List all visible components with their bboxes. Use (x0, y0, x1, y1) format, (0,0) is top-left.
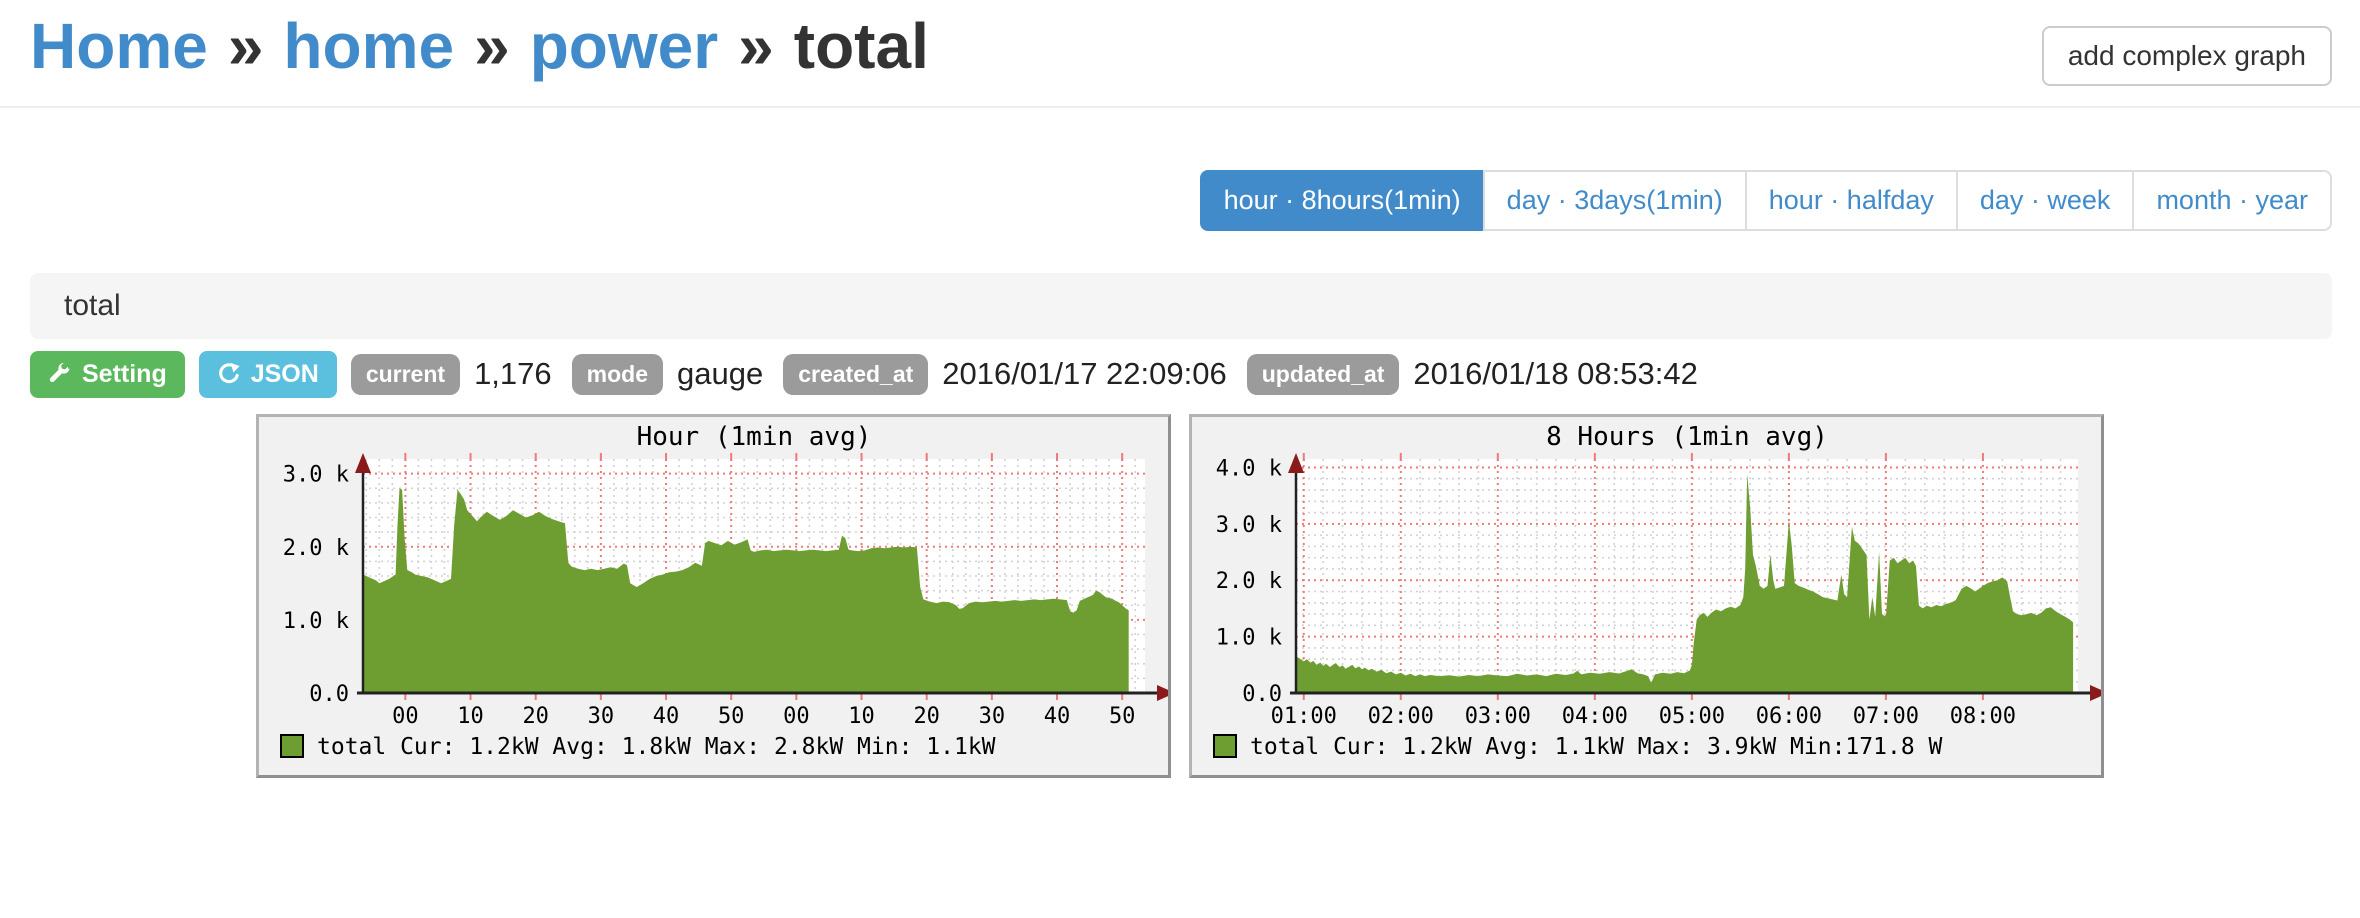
x-axis-tick-label: 40 (1044, 704, 1071, 729)
x-axis-arrow (2090, 684, 2101, 701)
breadcrumb-separator: » (474, 10, 510, 82)
x-axis-tick-label: 03:00 (1465, 704, 1531, 729)
json-button[interactable]: JSON (198, 350, 337, 398)
y-axis-tick-label: 0.0 (1242, 682, 1282, 707)
created-at-value: 2016/01/17 22:09:06 (942, 356, 1227, 392)
x-axis-tick-label: 07:00 (1853, 704, 1919, 729)
y-axis-tick-label: 2.0 k (283, 535, 349, 560)
x-axis-tick-label: 50 (1109, 704, 1136, 729)
legend-swatch-total (1213, 733, 1237, 758)
graph-canvas: Hour (1min avg) 0.0 1.0 k 2.0 k 3.0 k 00 10 20 3… (280, 422, 1168, 760)
legend-stats-text: total Cur: 1.2kW Avg: 1.8kW Max: 2.8kW M… (317, 734, 996, 760)
json-button-label: JSON (250, 359, 319, 388)
wrench-icon (48, 362, 72, 386)
y-axis-tick-label: 0.0 (309, 682, 349, 707)
x-axis-tick-label: 20 (913, 704, 940, 729)
setting-button-label: Setting (82, 359, 167, 388)
x-axis-tick-label: 01:00 (1271, 704, 1337, 729)
breadcrumb-separator: » (738, 10, 774, 82)
legend-swatch-total (280, 733, 304, 758)
breadcrumb-link-section[interactable]: power (529, 10, 719, 82)
x-axis-tick-label: 40 (653, 704, 680, 729)
add-complex-graph-button[interactable]: add complex graph (2041, 26, 2332, 86)
x-axis-tick-label: 10 (457, 704, 484, 729)
x-axis-tick-label: 05:00 (1659, 704, 1725, 729)
x-axis-tick-label: 10 (848, 704, 875, 729)
x-axis-tick-label: 50 (718, 704, 745, 729)
y-axis-tick-label: 1.0 k (283, 608, 349, 633)
x-axis-tick-label: 30 (979, 704, 1006, 729)
tab-month-year[interactable]: month · year (2132, 169, 2332, 231)
x-axis-tick-label: 30 (588, 704, 615, 729)
y-axis-tick-label: 3.0 k (1216, 512, 1282, 537)
mode-value: gauge (676, 356, 764, 392)
graph-section-title: total (64, 288, 121, 322)
x-axis-tick-label: 04:00 (1562, 704, 1628, 729)
created-at-badge: created_at (783, 353, 929, 395)
y-axis-arrow (355, 452, 371, 473)
y-axis-tick-label: 3.0 k (283, 462, 349, 487)
y-axis-tick-label: 2.0 k (1216, 569, 1282, 594)
series-area-total (363, 487, 1129, 693)
graph-section-header: total (30, 272, 2332, 339)
x-axis-tick-label: 20 (522, 704, 549, 729)
x-axis-arrow (1157, 684, 1168, 701)
y-axis-tick-label: 1.0 k (1216, 625, 1282, 650)
breadcrumb-link-home[interactable]: Home (30, 10, 208, 82)
x-axis-tick-label: 00 (783, 704, 810, 729)
graph-title: 8 Hours (1min avg) (1546, 422, 1828, 452)
y-axis-arrow (1288, 452, 1304, 473)
header-divider (0, 105, 2360, 108)
breadcrumb: Home » home » power » total (30, 10, 2332, 84)
updated-at-value: 2016/01/18 08:53:42 (1413, 356, 1698, 392)
graph-hour: Hour (1min avg) 0.0 1.0 k 2.0 k 3.0 k 00 10 20 3… (256, 413, 1171, 778)
setting-button[interactable]: Setting (30, 350, 185, 398)
share-icon (217, 362, 241, 386)
updated-at-badge: updated_at (1246, 353, 1400, 395)
x-axis-tick-label: 08:00 (1950, 704, 2016, 729)
graph-title: Hour (1min avg) (637, 422, 872, 452)
x-axis-tick-label: 02:00 (1368, 704, 1434, 729)
graph-meta-row: Setting JSON current 1,176 mode gauge cr… (30, 350, 2332, 398)
x-axis-tick-label: 00 (392, 704, 419, 729)
breadcrumb-current: total (793, 10, 929, 82)
tab-day-week[interactable]: day · week (1955, 169, 2135, 231)
tab-day-3days[interactable]: day · 3days(1min) (1482, 169, 1747, 231)
graph-8hours: 8 Hours (1min avg) 0.0 1.0 k 2.0 k 3.0 k 4.0 … (1189, 413, 2104, 778)
time-range-tabs: hour · 8hours(1min) day · 3days(1min) ho… (1199, 169, 2332, 231)
tab-hour-8hours[interactable]: hour · 8hours(1min) (1199, 169, 1485, 231)
current-value: 1,176 (474, 356, 552, 392)
mode-badge: mode (571, 353, 663, 395)
breadcrumb-link-service[interactable]: home (283, 10, 455, 82)
graphs-row: Hour (1min avg) 0.0 1.0 k 2.0 k 3.0 k 00 10 20 3… (0, 413, 2360, 778)
time-range-tabs-row: hour · 8hours(1min) day · 3days(1min) ho… (0, 169, 2332, 231)
legend-stats-text: total Cur: 1.2kW Avg: 1.1kW Max: 3.9kW M… (1250, 734, 1943, 760)
x-axis-tick-label: 06:00 (1756, 704, 1822, 729)
breadcrumb-separator: » (227, 10, 264, 82)
y-axis-tick-label: 4.0 k (1216, 456, 1282, 481)
current-badge: current (350, 353, 461, 395)
tab-hour-halfday[interactable]: hour · halfday (1744, 169, 1958, 231)
series-area-total (1296, 473, 2074, 693)
graph-canvas: 8 Hours (1min avg) 0.0 1.0 k 2.0 k 3.0 k 4.0 … (1213, 422, 2101, 760)
page-header: Home » home » power » total add complex … (0, 0, 2360, 86)
